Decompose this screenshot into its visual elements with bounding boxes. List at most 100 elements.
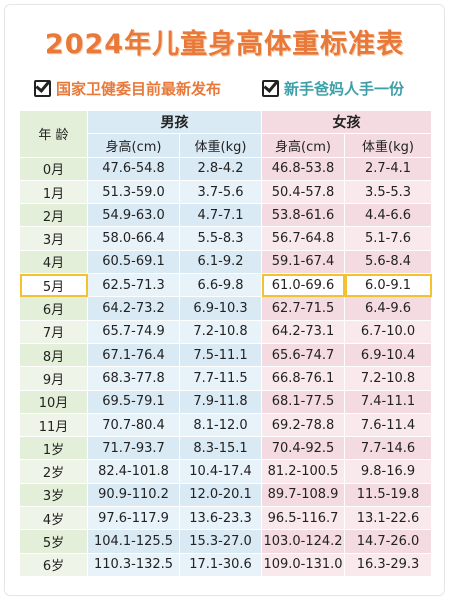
age-cell: 8月 <box>20 343 88 368</box>
value-cell: 64.2-73.1 <box>262 320 345 344</box>
age-cell: 7月 <box>20 320 88 344</box>
value-cell: 4.4-6.6 <box>345 204 432 228</box>
value-cell: 47.6-54.8 <box>88 157 180 181</box>
value-cell: 104.1-125.5 <box>88 530 180 554</box>
value-cell: 59.1-67.4 <box>262 250 345 275</box>
value-cell: 3.7-5.6 <box>180 180 262 205</box>
age-cell: 6月 <box>20 297 88 321</box>
value-cell: 56.7-64.8 <box>262 227 345 251</box>
value-cell: 71.7-93.7 <box>88 437 180 461</box>
value-cell: 67.1-76.4 <box>88 343 180 368</box>
value-cell: 68.1-77.5 <box>262 390 345 414</box>
value-cell: 16.3-29.3 <box>345 553 432 577</box>
age-cell: 11月 <box>20 413 88 438</box>
value-cell: 7.9-11.8 <box>180 390 262 414</box>
value-cell: 51.3-59.0 <box>88 180 180 205</box>
value-cell: 46.8-53.8 <box>262 157 345 181</box>
column-header: 体重(kg) <box>180 134 262 158</box>
value-cell: 6.9-10.3 <box>180 297 262 321</box>
value-cell: 8.3-15.1 <box>180 437 262 461</box>
value-cell: 69.5-79.1 <box>88 390 180 414</box>
value-cell: 17.1-30.6 <box>180 553 262 577</box>
value-cell: 6.1-9.2 <box>180 250 262 275</box>
value-cell: 3.5-5.3 <box>345 180 432 205</box>
value-cell: 54.9-63.0 <box>88 204 180 228</box>
value-cell: 13.6-23.3 <box>180 507 262 531</box>
value-cell: 50.4-57.8 <box>262 180 345 205</box>
value-cell: 15.3-27.0 <box>180 530 262 554</box>
frame <box>4 4 445 596</box>
age-cell: 3月 <box>20 227 88 251</box>
age-cell: 4岁 <box>20 507 88 531</box>
value-cell: 89.7-108.9 <box>262 483 345 508</box>
value-cell: 10.4-17.4 <box>180 460 262 484</box>
value-cell: 103.0-124.2 <box>262 530 345 554</box>
group-header: 男孩 <box>88 111 262 135</box>
age-cell: 2岁 <box>20 460 88 484</box>
value-cell: 62.5-71.3 <box>88 274 180 298</box>
value-cell: 65.7-74.9 <box>88 320 180 344</box>
age-cell: 2月 <box>20 204 88 228</box>
group-header: 女孩 <box>262 111 432 135</box>
value-cell: 13.1-22.6 <box>345 507 432 531</box>
value-cell: 58.0-66.4 <box>88 227 180 251</box>
value-cell: 14.7-26.0 <box>345 530 432 554</box>
age-cell: 1月 <box>20 180 88 205</box>
age-cell: 0月 <box>20 157 88 181</box>
title: 2024年儿童身高体重标准表 <box>44 29 405 60</box>
value-cell: 61.0-69.6 <box>262 274 345 298</box>
age-header: 年 龄 <box>20 111 88 158</box>
value-cell: 70.7-80.4 <box>88 413 180 438</box>
column-header: 体重(kg) <box>345 134 432 158</box>
value-cell: 6.7-10.0 <box>345 320 432 344</box>
value-cell: 7.2-10.8 <box>345 367 432 391</box>
age-cell: 1岁 <box>20 437 88 461</box>
check-icon <box>262 80 279 97</box>
value-cell: 53.8-61.6 <box>262 204 345 228</box>
value-cell: 12.0-20.1 <box>180 483 262 508</box>
value-cell: 65.6-74.7 <box>262 343 345 368</box>
age-cell: 5岁 <box>20 530 88 554</box>
value-cell: 68.3-77.8 <box>88 367 180 391</box>
table: 年 龄男孩 女孩 身高(cm) 体重(kg) 身高(cm) 体重(kg) 0月 47.6-54… <box>20 111 432 577</box>
value-cell: 60.5-69.1 <box>88 250 180 275</box>
value-cell: 64.2-73.2 <box>88 297 180 321</box>
check-icon <box>34 80 51 97</box>
value-cell: 8.1-12.0 <box>180 413 262 438</box>
value-cell: 6.6-9.8 <box>180 274 262 298</box>
column-header: 身高(cm) <box>88 134 180 158</box>
value-cell: 96.5-116.7 <box>262 507 345 531</box>
value-cell: 7.7-14.6 <box>345 437 432 461</box>
value-cell: 5.5-8.3 <box>180 227 262 251</box>
value-cell: 7.5-11.1 <box>180 343 262 368</box>
value-cell: 9.8-16.9 <box>345 460 432 484</box>
value-cell: 6.9-10.4 <box>345 343 432 368</box>
tag-text: 国家卫健委目前最新发布 <box>56 80 222 98</box>
value-cell: 69.2-78.8 <box>262 413 345 438</box>
age-cell: 10月 <box>20 390 88 414</box>
value-cell: 66.8-76.1 <box>262 367 345 391</box>
value-cell: 62.7-71.5 <box>262 297 345 321</box>
age-cell: 9月 <box>20 367 88 391</box>
column-header: 身高(cm) <box>262 134 345 158</box>
value-cell: 2.7-4.1 <box>345 157 432 181</box>
value-cell: 6.0-9.1 <box>345 274 432 298</box>
age-cell: 5月 <box>20 274 88 298</box>
value-cell: 82.4-101.8 <box>88 460 180 484</box>
value-cell: 7.7-11.5 <box>180 367 262 391</box>
value-cell: 5.6-8.4 <box>345 250 432 275</box>
value-cell: 109.0-131.0 <box>262 553 345 577</box>
value-cell: 7.6-11.4 <box>345 413 432 438</box>
tag-text: 新手爸妈人手一份 <box>284 80 405 98</box>
age-cell: 4月 <box>20 250 88 275</box>
value-cell: 81.2-100.5 <box>262 460 345 484</box>
value-cell: 6.4-9.6 <box>345 297 432 321</box>
value-cell: 4.7-7.1 <box>180 204 262 228</box>
value-cell: 110.3-132.5 <box>88 553 180 577</box>
value-cell: 5.1-7.6 <box>345 227 432 251</box>
value-cell: 70.4-92.5 <box>262 437 345 461</box>
value-cell: 7.4-11.1 <box>345 390 432 414</box>
value-cell: 11.5-19.8 <box>345 483 432 508</box>
age-cell: 3岁 <box>20 483 88 508</box>
